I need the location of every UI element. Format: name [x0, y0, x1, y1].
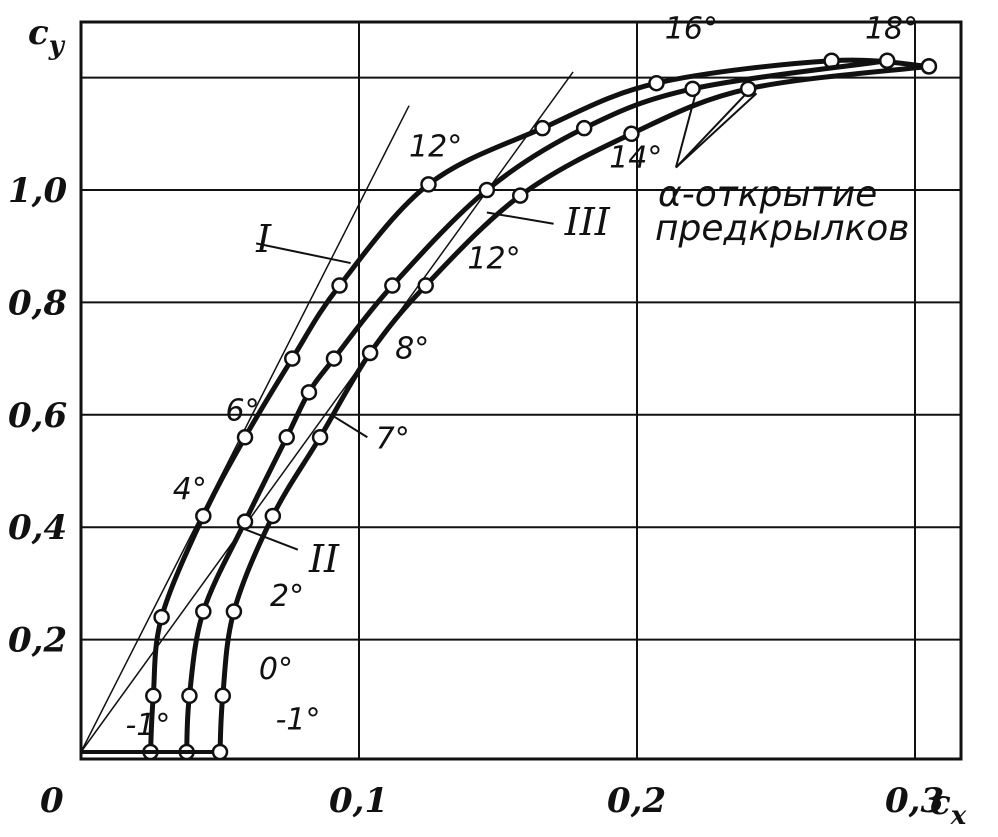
data-point: [739, 80, 757, 98]
data-point: [145, 687, 162, 705]
y-tick-label: 1,0: [8, 171, 67, 211]
curve-label: I: [255, 217, 272, 261]
data-point: [278, 429, 295, 446]
series-group: [81, 52, 938, 761]
plot-frame: [79, 20, 963, 761]
alpha-label: 4°: [173, 472, 207, 507]
label-leader: [330, 413, 368, 439]
data-point: [300, 384, 318, 401]
data-point: [623, 125, 640, 143]
data-point: [648, 74, 665, 92]
data-point: [920, 58, 938, 75]
tangent-line: [80, 105, 410, 753]
data-point: [181, 687, 198, 705]
data-point: [684, 80, 701, 98]
alpha-label: 8°: [395, 332, 429, 367]
curve-label: III: [564, 200, 611, 244]
y-tick-label: 0,2: [8, 621, 67, 661]
data-point: [195, 603, 212, 620]
y-tick-label: 0,6: [8, 396, 67, 436]
data-point: [361, 344, 379, 362]
alpha-label: -1°: [276, 703, 321, 738]
x-tick-label: 0,2: [607, 781, 666, 821]
data-point: [384, 277, 401, 294]
data-point: [284, 350, 301, 367]
x-tick-label: 0,3: [885, 781, 944, 821]
alpha-label: 18°: [865, 11, 918, 46]
x-tick-label: 0: [40, 781, 64, 821]
x-tick-label: 0,1: [329, 781, 388, 821]
note-leader-line: [675, 93, 747, 169]
label-leader: [486, 211, 554, 225]
data-point: [236, 429, 254, 446]
alpha-label: 12°: [467, 242, 520, 277]
data-point: [878, 52, 896, 69]
label-leader: [255, 242, 351, 265]
y-tick-label: 0,8: [8, 283, 67, 323]
data-point: [225, 603, 243, 620]
data-point: [325, 350, 343, 367]
alpha-label: -1°: [125, 708, 170, 743]
series-line-I: [148, 57, 930, 753]
data-point: [195, 507, 212, 525]
curve-label: II: [308, 537, 340, 581]
data-point: [511, 187, 529, 204]
alpha-note-line-1: α-открытие: [658, 174, 877, 215]
note-leader-line: [674, 94, 697, 168]
alpha-label: 6°: [226, 393, 260, 428]
data-point: [420, 176, 437, 193]
series-line-II: [184, 58, 888, 753]
data-point: [478, 181, 496, 199]
alpha-label: 16°: [665, 11, 718, 46]
tick-labels: 0,2 0,4 0,6 0,8 1,0 0 0,1 0,2 0,3: [8, 171, 944, 821]
label-leader: [239, 526, 299, 551]
data-point: [575, 119, 593, 137]
data-point: [331, 277, 348, 294]
alpha-label: 7°: [376, 422, 410, 457]
data-point: [214, 687, 232, 705]
alpha-note-line-2: предкрылков: [655, 208, 909, 249]
y-axis-label: cy: [28, 13, 66, 61]
data-point: [153, 608, 170, 626]
data-point: [417, 277, 434, 294]
alpha-label: 14°: [609, 141, 662, 176]
alpha-label: 0°: [259, 652, 293, 687]
note-leaders: [674, 92, 758, 169]
data-point: [534, 119, 551, 137]
series-line-III: [217, 63, 930, 753]
data-point: [211, 743, 229, 761]
note-leader-line: [675, 92, 758, 169]
alpha-label: 2°: [270, 579, 304, 614]
y-tick-label: 0,4: [8, 508, 67, 548]
x-axis-label: cx: [930, 783, 967, 831]
data-point: [264, 507, 282, 525]
alpha-label: 12°: [409, 129, 462, 164]
grid: [81, 22, 961, 759]
data-point: [311, 429, 329, 446]
